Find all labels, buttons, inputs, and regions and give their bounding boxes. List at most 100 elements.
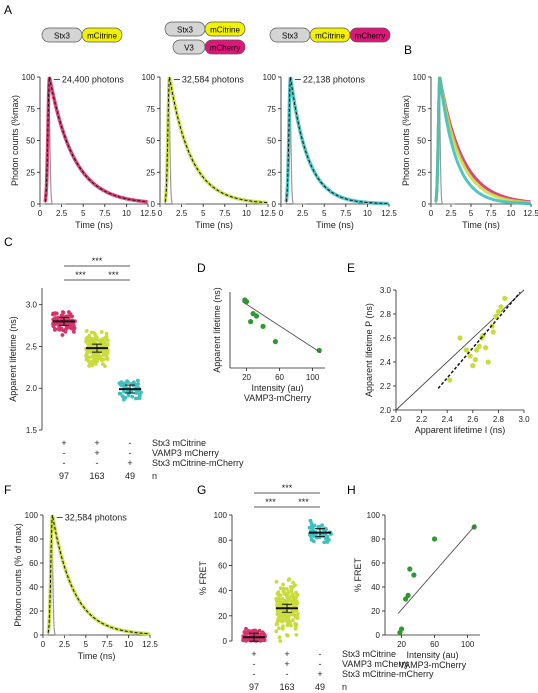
data-point xyxy=(248,319,254,325)
data-point xyxy=(288,621,293,626)
y-tick-label: 100 xyxy=(367,511,381,520)
data-point xyxy=(272,339,279,345)
data-point xyxy=(291,580,295,585)
x-tick-label: 60 xyxy=(430,640,439,649)
y-axis-label: Apparent lifetime (ns) xyxy=(212,287,222,373)
x-tick-label: 10 xyxy=(124,640,133,649)
data-point xyxy=(101,342,106,347)
data-point xyxy=(257,628,262,633)
x-tick-label: 0 xyxy=(38,209,43,218)
significance-stars: *** xyxy=(92,256,103,266)
data-point xyxy=(95,338,100,342)
data-point xyxy=(294,599,299,604)
significance-stars: *** xyxy=(265,497,276,507)
data-point xyxy=(56,315,60,320)
photon-count-annotation: 24,400 photons xyxy=(62,75,125,85)
x-axis-label: Time (ns) xyxy=(78,651,116,661)
data-point xyxy=(483,345,489,351)
data-point xyxy=(260,323,266,329)
data-point xyxy=(245,638,250,642)
data-point xyxy=(63,329,68,334)
data-point xyxy=(103,364,107,369)
data-point xyxy=(277,635,282,640)
y-tick-label: 2.8 xyxy=(380,310,392,319)
data-point xyxy=(281,624,285,629)
y-tick-label: 0 xyxy=(151,200,156,209)
x-tick-label: 3.0 xyxy=(518,415,530,424)
data-point xyxy=(289,589,294,594)
y-tick-label: 50 xyxy=(417,137,426,146)
data-point xyxy=(105,338,110,343)
condition-sign: + xyxy=(61,438,66,448)
group-n: 97 xyxy=(249,682,259,692)
condition-sign: - xyxy=(319,649,322,659)
y-tick-label: 2.2 xyxy=(380,382,392,391)
condition-sign: - xyxy=(319,659,322,669)
panel-label-a: A xyxy=(4,3,12,17)
y-tick-label: 40 xyxy=(29,583,38,592)
n-label: n xyxy=(342,682,347,692)
data-point xyxy=(105,342,110,347)
data-point xyxy=(431,536,438,542)
data-point xyxy=(312,523,317,528)
data-point xyxy=(294,603,298,608)
irf-curve xyxy=(431,76,455,205)
y-tick-label: 75 xyxy=(417,105,426,114)
x-axis-label: Time (ns) xyxy=(75,220,113,230)
panel-label-c: C xyxy=(4,235,13,249)
data-point xyxy=(405,592,411,599)
photon-count-annotation: 32,584 photons xyxy=(65,512,128,522)
data-point xyxy=(84,357,89,362)
irf-curve xyxy=(160,76,186,205)
y-tick-label: 100 xyxy=(142,73,156,82)
data-point xyxy=(320,523,324,528)
data-point xyxy=(101,357,106,362)
y-tick-label: 0 xyxy=(34,631,39,640)
data-point xyxy=(316,524,321,529)
y-tick-label: 80 xyxy=(371,535,380,544)
y-tick-label: 40 xyxy=(218,587,227,596)
y-tick-label: 50 xyxy=(146,137,155,146)
x-tick-label: 0 xyxy=(279,209,284,218)
y-tick-label: 100 xyxy=(22,73,36,82)
data-point xyxy=(130,394,135,399)
data-point xyxy=(470,363,476,369)
condition-sign: - xyxy=(286,669,289,679)
y-tick-label: 50 xyxy=(267,137,276,146)
chart-e: 2.0 2.2 2.4 2.6 2.8 3.0 2.0 2.2 2.4 2.6 2.8 3.0 Appa… xyxy=(364,286,530,435)
panel-label-g: G xyxy=(197,483,206,497)
x-tick-label: 0 xyxy=(41,640,46,649)
condition-sign: - xyxy=(253,659,256,669)
y-axis-label: Photon counts (%max) xyxy=(10,95,20,186)
x-tick-label: 2.5 xyxy=(176,209,188,218)
data-point xyxy=(281,586,286,591)
data-point xyxy=(122,389,126,394)
x-tick-label: 12.5 xyxy=(260,209,276,218)
y-tick-label: 2.0 xyxy=(380,406,392,415)
data-point xyxy=(95,355,100,359)
y-axis-label: % FRET xyxy=(353,558,363,593)
data-point xyxy=(247,628,251,633)
data-point xyxy=(90,363,95,368)
y-axis-label: Photon counts (%max) xyxy=(401,95,411,186)
chart-f: 0 2.5 5 7.5 10 12.5 0 20 40 60 80 100 32,584 photons… xyxy=(13,511,158,661)
group-n: 163 xyxy=(279,682,294,692)
panel-label-e: E xyxy=(347,261,355,275)
x-tick-label: 10 xyxy=(242,209,251,218)
y-tick-label: 80 xyxy=(218,536,227,545)
y-tick-label: 25 xyxy=(267,168,276,177)
data-point xyxy=(274,599,279,604)
condition-sign: - xyxy=(129,438,132,448)
y-axis-label: Apparent lifetime (ns) xyxy=(8,316,18,402)
x-tick-label: 2.0 xyxy=(390,415,402,424)
data-point xyxy=(490,329,496,335)
data-point xyxy=(277,626,281,631)
x-tick-label: 10 xyxy=(363,209,372,218)
construct-mcherry-label: mCherry xyxy=(355,32,386,41)
x-tick-label: 2.8 xyxy=(493,415,505,424)
condition-label: Stx3 mCitrine xyxy=(152,438,206,448)
x-axis-label: Time (ns) xyxy=(462,220,500,230)
y-tick-label: 75 xyxy=(146,105,155,114)
